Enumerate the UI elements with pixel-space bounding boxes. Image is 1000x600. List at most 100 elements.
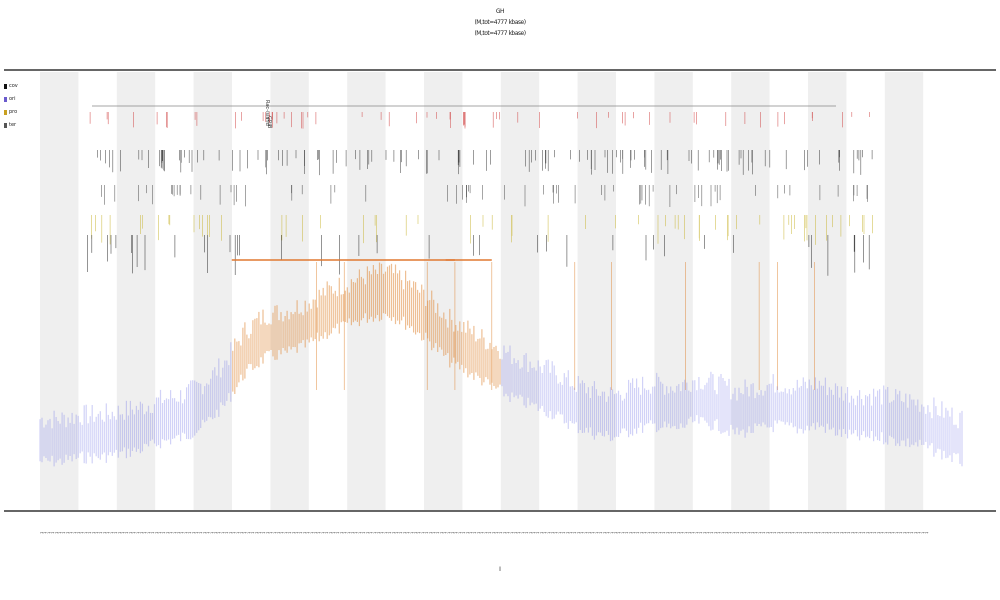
x-tick-label-135: t	[539, 532, 544, 534]
x-tick-label-105: t	[428, 532, 433, 534]
x-tick-label-42: t	[195, 532, 200, 534]
x-tick-label-51: t	[228, 532, 233, 534]
x-tick-label-103: t	[420, 532, 425, 534]
x-tick-label-210: t	[817, 532, 822, 534]
legend-swatch	[4, 123, 7, 128]
x-tick-label-140: t	[557, 532, 562, 534]
x-tick-label-155: t	[613, 532, 618, 534]
legend-swatch	[4, 110, 7, 115]
x-tick-label-167: t	[657, 532, 662, 534]
x-tick-label-37: t	[176, 532, 181, 534]
x-tick-label-22: t	[121, 532, 126, 534]
x-tick-label-23: t	[124, 532, 129, 534]
x-tick-label-236: t	[913, 532, 918, 534]
x-tick-label-86: t	[358, 532, 363, 534]
x-tick-label-89: t	[369, 532, 374, 534]
band-22	[884, 72, 924, 510]
x-tick-label-29: t	[146, 532, 151, 534]
x-tick-label-52: t	[232, 532, 237, 534]
x-tick-label-127: t	[509, 532, 514, 534]
x-tick-label-158: t	[624, 532, 629, 534]
x-tick-label-61: t	[265, 532, 270, 534]
x-tick-label-0: t	[39, 532, 44, 534]
x-tick-label-151: t	[598, 532, 603, 534]
x-tick-label-223: t	[865, 532, 870, 534]
x-tick-label-111: t	[450, 532, 455, 534]
x-tick-label-161: t	[635, 532, 640, 534]
x-tick-label-197: t	[769, 532, 774, 534]
legend-swatch	[4, 97, 7, 102]
x-tick-label-85: t	[354, 532, 359, 534]
x-tick-label-74: t	[313, 532, 318, 534]
x-tick-label-4: t	[54, 532, 59, 534]
x-tick-label-19: t	[109, 532, 114, 534]
x-tick-label-17: t	[102, 532, 107, 534]
x-tick-label-190: t	[743, 532, 748, 534]
x-tick-label-93: t	[383, 532, 388, 534]
x-tick-label-28: t	[143, 532, 148, 534]
x-tick-label-6: t	[61, 532, 66, 534]
x-tick-label-81: t	[339, 532, 344, 534]
x-tick-label-84: t	[350, 532, 355, 534]
x-tick-label-62: t	[269, 532, 274, 534]
x-tick-label-121: t	[487, 532, 492, 534]
x-tick-label-8: t	[69, 532, 74, 534]
x-tick-label-220: t	[854, 532, 859, 534]
x-tick-label-233: t	[902, 532, 907, 534]
x-tick-label-14: t	[91, 532, 96, 534]
x-tick-label-118: t	[476, 532, 481, 534]
x-tick-label-202: t	[787, 532, 792, 534]
x-tick-label-11: t	[80, 532, 85, 534]
x-tick-label-101: t	[413, 532, 418, 534]
x-tick-label-226: t	[876, 532, 881, 534]
x-tick-label-193: t	[754, 532, 759, 534]
x-tick-label-170: t	[669, 532, 674, 534]
x-tick-label-148: t	[587, 532, 592, 534]
x-tick-label-104: t	[424, 532, 429, 534]
x-tick-label-162: t	[639, 532, 644, 534]
x-tick-label-82: t	[343, 532, 348, 534]
x-tick-label-106: t	[432, 532, 437, 534]
x-tick-label-143: t	[569, 532, 574, 534]
x-tick-label-123: t	[495, 532, 500, 534]
x-tick-label-90: t	[372, 532, 377, 534]
x-tick-label-71: t	[302, 532, 307, 534]
chart-subtitle-1: (M,tot=4777 kbase)	[474, 19, 526, 26]
x-tick-label-217: t	[843, 532, 848, 534]
band-4	[193, 72, 232, 510]
x-tick-label-50: t	[224, 532, 229, 534]
band-14	[577, 72, 616, 510]
x-tick-label-138: t	[550, 532, 555, 534]
x-tick-label-182: t	[713, 532, 718, 534]
x-tick-label-83: t	[346, 532, 351, 534]
x-tick-label-44: t	[202, 532, 207, 534]
x-tick-label-203: t	[791, 532, 796, 534]
x-tick-label-222: t	[861, 532, 866, 534]
x-tick-label-159: t	[628, 532, 633, 534]
x-tick-label-205: t	[798, 532, 803, 534]
x-tick-label-196: t	[765, 532, 770, 534]
x-tick-label-39: t	[183, 532, 188, 534]
chart-subtitle-2: (M,tot=4777 kbase)	[474, 30, 526, 37]
x-tick-label-163: t	[643, 532, 648, 534]
x-tick-label-134: t	[535, 532, 540, 534]
x-tick-label-137: t	[546, 532, 551, 534]
x-tick-label-16: t	[98, 532, 103, 534]
legend-label: ter	[9, 122, 17, 128]
x-tick-label-77: t	[324, 532, 329, 534]
x-tick-label-235: t	[909, 532, 914, 534]
x-tick-label-142: t	[565, 532, 570, 534]
x-tick-label-25: t	[132, 532, 137, 534]
x-tick-label-224: t	[869, 532, 874, 534]
x-tick-label-216: t	[839, 532, 844, 534]
x-tick-label-76: t	[320, 532, 325, 534]
x-tick-label-109: t	[443, 532, 448, 534]
x-tick-label-195: t	[761, 532, 766, 534]
annotation-label-2: GRIB	[266, 116, 272, 129]
x-tick-label-187: t	[731, 532, 736, 534]
x-tick-label-181: t	[709, 532, 714, 534]
legend-label: ori	[9, 96, 16, 102]
x-tick-label-54: t	[239, 532, 244, 534]
x-tick-label-227: t	[880, 532, 885, 534]
x-tick-label-157: t	[620, 532, 625, 534]
